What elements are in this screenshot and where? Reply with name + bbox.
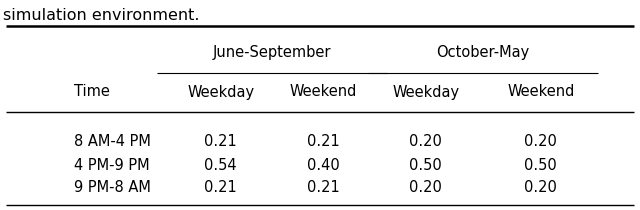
Text: Weekend: Weekend — [289, 84, 357, 100]
Text: 0.21: 0.21 — [307, 181, 340, 196]
Text: simulation environment.: simulation environment. — [3, 8, 200, 23]
Text: 9 PM-8 AM: 9 PM-8 AM — [74, 181, 150, 196]
Text: 0.40: 0.40 — [307, 158, 340, 172]
Text: 0.54: 0.54 — [205, 158, 237, 172]
Text: 4 PM-9 PM: 4 PM-9 PM — [74, 158, 149, 172]
Text: 8 AM-4 PM: 8 AM-4 PM — [74, 134, 150, 150]
Text: 0.20: 0.20 — [524, 181, 557, 196]
Text: 0.20: 0.20 — [409, 181, 442, 196]
Text: 0.21: 0.21 — [204, 181, 237, 196]
Text: 0.21: 0.21 — [307, 134, 340, 150]
Text: October-May: October-May — [436, 46, 530, 60]
Text: 0.21: 0.21 — [204, 134, 237, 150]
Text: 0.20: 0.20 — [409, 134, 442, 150]
Text: Weekend: Weekend — [507, 84, 575, 100]
Text: June-September: June-September — [212, 46, 332, 60]
Text: Weekday: Weekday — [188, 84, 254, 100]
Text: Time: Time — [74, 84, 109, 100]
Text: 0.20: 0.20 — [524, 134, 557, 150]
Text: 0.50: 0.50 — [524, 158, 557, 172]
Text: 0.50: 0.50 — [409, 158, 442, 172]
Text: Weekday: Weekday — [392, 84, 459, 100]
